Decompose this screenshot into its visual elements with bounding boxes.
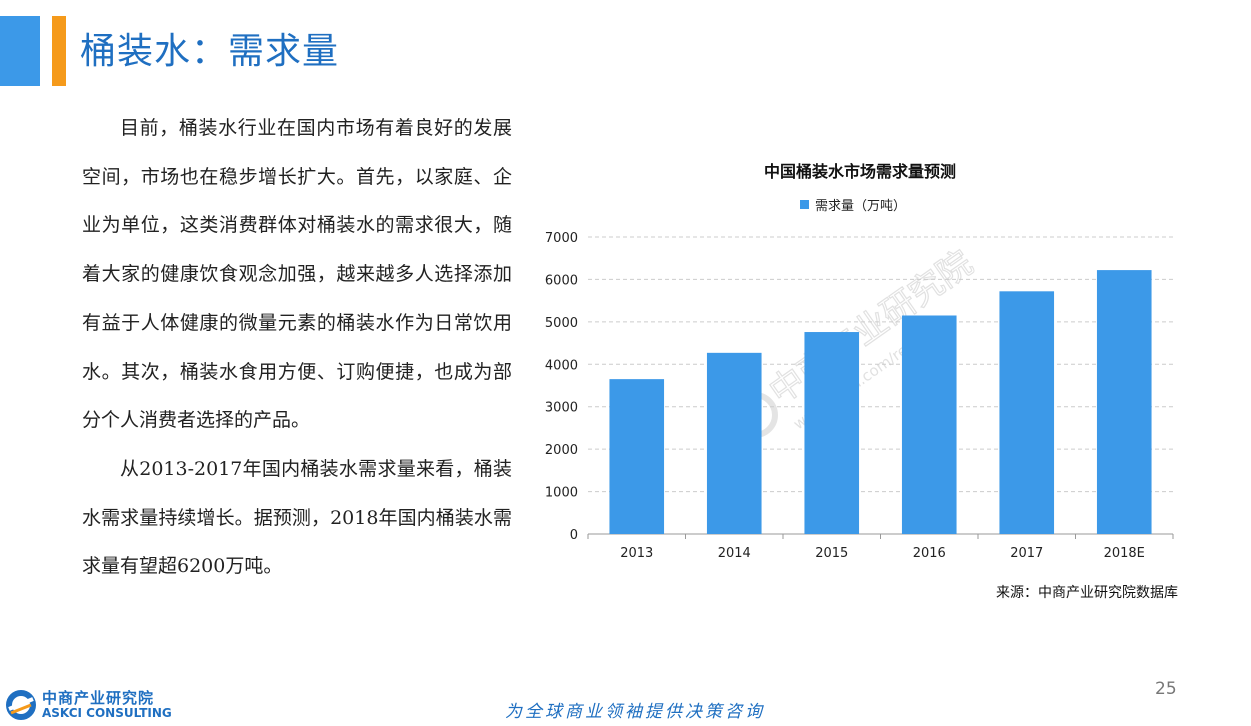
bar-2016 (901, 315, 957, 534)
y-tick-label: 2000 (545, 443, 578, 458)
bar-2013 (609, 379, 665, 534)
y-tick-label: 7000 (545, 231, 578, 246)
x-tick-label: 2015 (815, 546, 848, 561)
header-accent-orange (52, 16, 66, 86)
paragraph-2: 从2013-2017年国内桶装水需求量来看，桶装水需求量持续增长。据预测，201… (82, 457, 512, 578)
paragraph-1: 目前，桶装水行业在国内市场有着良好的发展空间，市场也在稳步增长扩大。首先，以家庭… (82, 117, 512, 432)
bar-2017 (999, 291, 1055, 534)
y-tick-label: 1000 (545, 486, 578, 501)
company-logo: 中商产业研究院 ASKCI CONSULTING (4, 688, 172, 722)
y-tick-label: 3000 (545, 401, 578, 416)
y-tick-label: 4000 (545, 358, 578, 373)
legend-label: 需求量（万吨） (815, 199, 907, 214)
footer-slogan: 为全球商业领袖提供决策咨询 (505, 702, 765, 722)
y-tick-label: 0 (570, 528, 578, 543)
bar-2014 (706, 352, 762, 534)
page-number: 25 (1155, 679, 1177, 699)
y-tick-label: 5000 (545, 316, 578, 331)
header-accent-blue (0, 16, 40, 86)
x-tick-label: 2018E (1104, 546, 1145, 561)
page-title: 桶装水：需求量 (80, 31, 340, 72)
logo-text-cn: 中商产业研究院 (42, 688, 155, 707)
askci-logo-icon (6, 690, 36, 720)
y-tick-label: 6000 (545, 273, 578, 288)
bar-chart: 中商产业研究院 www.askci.com/reports/ 010002000… (545, 231, 1174, 561)
bar-2018E (1096, 270, 1152, 534)
bar-2015 (804, 332, 860, 534)
x-tick-label: 2013 (620, 546, 653, 561)
x-tick-label: 2016 (913, 546, 946, 561)
logo-text-en: ASKCI CONSULTING (42, 705, 172, 720)
chart-legend: 需求量（万吨） (800, 195, 906, 214)
legend-swatch (800, 200, 809, 209)
body-text: 目前，桶装水行业在国内市场有着良好的发展空间，市场也在稳步增长扩大。首先，以家庭… (82, 104, 512, 591)
x-tick-label: 2014 (718, 546, 751, 561)
x-tick-label: 2017 (1010, 546, 1043, 561)
source-note: 来源：中商产业研究院数据库 (996, 585, 1178, 601)
chart-title: 中国桶装水市场需求量预测 (763, 162, 956, 181)
